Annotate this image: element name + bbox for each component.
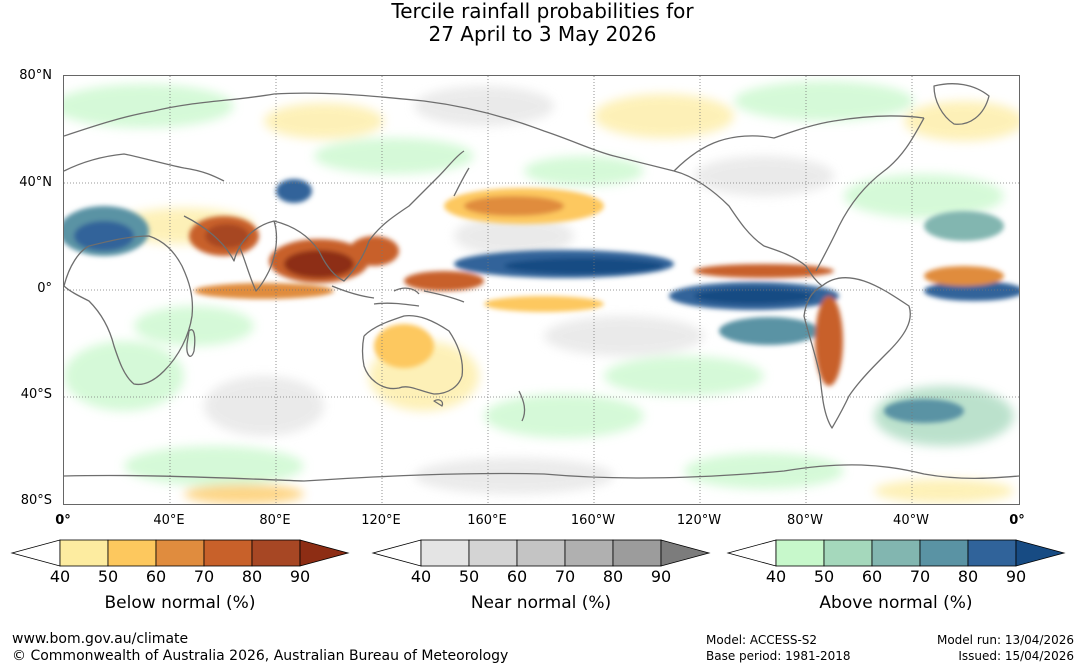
footer-copyright: © Commonwealth of Australia 2026, Austra… xyxy=(12,648,509,664)
near-normal-colorbar xyxy=(371,539,711,567)
footer-issued: Issued: 15/04/2026 xyxy=(958,649,1074,663)
colorbar-tick-label: 70 xyxy=(554,567,576,586)
colorbar-tick-label: 60 xyxy=(506,567,528,586)
colorbar-tick-label: 80 xyxy=(957,567,979,586)
footer-base-period: Base period: 1981-2018 xyxy=(706,649,851,663)
probability-field-strong xyxy=(64,179,1019,423)
above-normal-colorbar xyxy=(726,539,1066,567)
colorbar-segment xyxy=(612,539,662,567)
title-line-2: 27 April to 3 May 2026 xyxy=(428,22,657,46)
lon-label-160w: 160°W xyxy=(570,513,616,528)
colorbar-high-extension xyxy=(660,539,711,567)
colorbar-tick-label: 60 xyxy=(145,567,167,586)
colorbar-segment xyxy=(251,539,301,567)
colorbar-tick-label: 70 xyxy=(193,567,215,586)
colorbar-tick-label: 50 xyxy=(813,567,835,586)
colorbar-low-extension xyxy=(10,539,61,567)
rainfall-probability-map xyxy=(63,75,1020,505)
colorbar-segment xyxy=(967,539,1017,567)
lon-label-80w: 80°W xyxy=(787,513,823,528)
lat-label-80n: 80°N xyxy=(19,68,52,83)
lon-label-80e: 80°E xyxy=(259,513,291,528)
probability-field-light xyxy=(64,81,1019,504)
lon-label-120w: 120°W xyxy=(676,513,722,528)
lon-label-40e: 40°E xyxy=(153,513,185,528)
colorbar-tick-label: 50 xyxy=(97,567,119,586)
colorbar-tick-label: 90 xyxy=(289,567,311,586)
footer-model-run: Model run: 13/04/2026 xyxy=(936,633,1074,647)
colorbar-segment xyxy=(203,539,253,567)
colorbar-segment xyxy=(871,539,921,567)
lon-label-0-east: 0° xyxy=(1009,513,1025,528)
near-normal-title: Near normal (%) xyxy=(470,593,612,613)
lat-label-40s: 40°S xyxy=(20,387,52,402)
lon-label-40w: 40°W xyxy=(893,513,929,528)
below-normal-colorbar xyxy=(10,539,350,567)
colorbar-segment xyxy=(564,539,614,567)
colorbar-tick-label: 60 xyxy=(861,567,883,586)
colorbar-tick-label: 40 xyxy=(765,567,787,586)
colorbar-tick-label: 70 xyxy=(909,567,931,586)
colorbar-segment xyxy=(420,539,470,567)
colorbar-segment xyxy=(59,539,109,567)
footer-website: www.bom.gov.au/climate xyxy=(12,631,189,647)
colorbar-tick-label: 90 xyxy=(1005,567,1027,586)
colorbar-segment xyxy=(468,539,518,567)
colorbar-tick-label: 80 xyxy=(241,567,263,586)
lat-label-40n: 40°N xyxy=(19,175,52,190)
lon-label-120e: 120°E xyxy=(361,513,401,528)
footer-model: Model: ACCESS-S2 xyxy=(706,633,818,647)
colorbar-low-extension xyxy=(726,539,777,567)
colorbar-tick-label: 90 xyxy=(650,567,672,586)
graticule xyxy=(64,76,1019,504)
colorbar-high-extension xyxy=(299,539,350,567)
lat-label-equator: 0° xyxy=(37,281,52,296)
title-line-1: Tercile rainfall probabilities for xyxy=(391,0,694,23)
colorbar-tick-label: 80 xyxy=(602,567,624,586)
colorbar-segment xyxy=(107,539,157,567)
colorbar-low-extension xyxy=(371,539,422,567)
colorbar-tick-label: 40 xyxy=(49,567,71,586)
colorbar-segment xyxy=(823,539,873,567)
below-normal-title: Below normal (%) xyxy=(104,593,256,613)
coastlines xyxy=(64,83,1019,482)
colorbar-tick-label: 50 xyxy=(458,567,480,586)
colorbar-segment xyxy=(775,539,825,567)
above-normal-title: Above normal (%) xyxy=(819,593,973,613)
lon-label-160e: 160°E xyxy=(467,513,507,528)
colorbar-segment xyxy=(155,539,205,567)
map-title: Tercile rainfall probabilities for 27 Ap… xyxy=(0,0,1085,46)
colorbar-tick-label: 40 xyxy=(410,567,432,586)
lat-label-80s: 80°S xyxy=(20,493,52,508)
colorbar-segment xyxy=(516,539,566,567)
colorbar-segment xyxy=(919,539,969,567)
lon-label-0-west: 0° xyxy=(55,513,71,528)
map-canvas xyxy=(64,76,1019,504)
colorbar-high-extension xyxy=(1015,539,1066,567)
